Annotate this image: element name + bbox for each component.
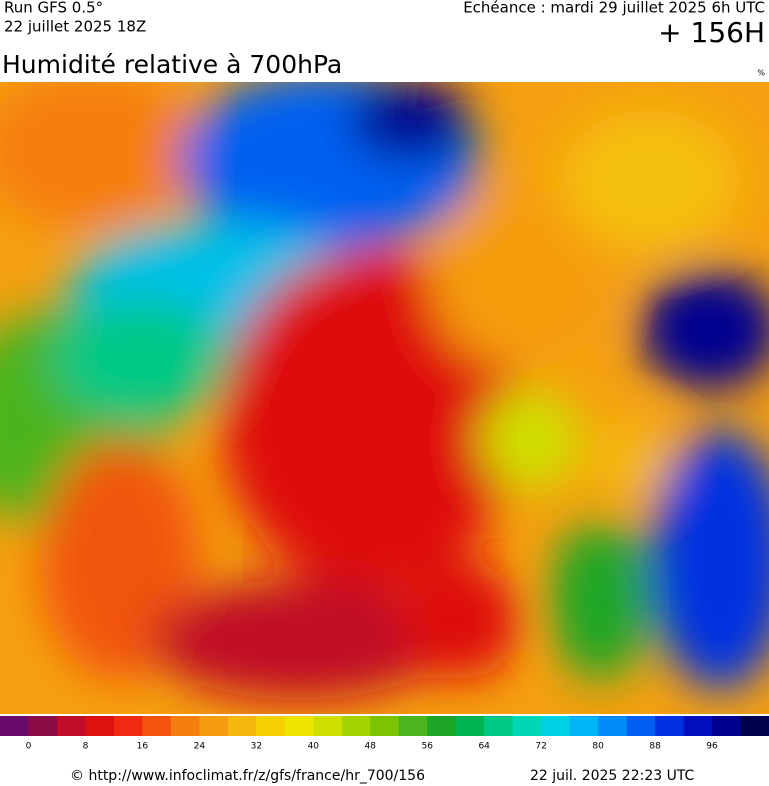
colorbar-label: 56 bbox=[421, 742, 433, 752]
colorbar-swatch bbox=[28, 716, 58, 736]
colorbar-swatch bbox=[455, 716, 485, 736]
colorbar-label: 8 bbox=[83, 742, 89, 752]
colorbar-swatch bbox=[56, 716, 86, 736]
colorbar-label: 80 bbox=[592, 742, 604, 752]
colorbar-label: 40 bbox=[308, 742, 320, 752]
colorbar-swatch bbox=[227, 716, 257, 736]
colorbar-swatch bbox=[626, 716, 656, 736]
colorbar-label: 96 bbox=[706, 742, 718, 752]
unit-label: % bbox=[757, 69, 765, 78]
colorbar-label: 64 bbox=[478, 742, 490, 752]
colorbar-swatch bbox=[569, 716, 599, 736]
colorbar-swatch bbox=[170, 716, 200, 736]
colorbar: 0 8 16 24 32 40 48 56 64 72 80 88 96 bbox=[0, 716, 769, 752]
colorbar-label: 32 bbox=[251, 742, 262, 752]
map bbox=[0, 82, 769, 714]
colorbar-swatch bbox=[341, 716, 371, 736]
colorbar-swatch bbox=[512, 716, 542, 736]
colorbar-swatch bbox=[598, 716, 628, 736]
map-title: Humidité relative à 700hPa bbox=[2, 50, 342, 79]
colorbar-swatch bbox=[683, 716, 713, 736]
forecast-time: Echéance : mardi 29 juillet 2025 6h UTC bbox=[463, 0, 765, 17]
lead-time: + 156H bbox=[658, 16, 765, 49]
colorbar-swatch bbox=[484, 716, 514, 736]
colorbar-swatch bbox=[655, 716, 685, 736]
colorbar-label: 48 bbox=[365, 742, 377, 752]
run-date: 22 juillet 2025 18Z bbox=[4, 18, 146, 36]
colorbar-swatch bbox=[256, 716, 286, 736]
colorbar-swatch bbox=[541, 716, 571, 736]
source-url: © http://www.infoclimat.fr/z/gfs/france/… bbox=[70, 768, 425, 784]
colorbar-swatch bbox=[398, 716, 428, 736]
colorbar-label: 72 bbox=[535, 742, 546, 752]
colorbar-swatch bbox=[142, 716, 172, 736]
colorbar-swatch bbox=[0, 716, 29, 736]
colorbar-label: 0 bbox=[26, 742, 32, 752]
colorbar-swatch bbox=[740, 716, 769, 736]
run-label: Run GFS 0.5° bbox=[4, 0, 103, 17]
colorbar-swatch bbox=[712, 716, 742, 736]
colorbar-swatch bbox=[427, 716, 457, 736]
colorbar-label: 24 bbox=[194, 742, 206, 752]
colorbar-swatch bbox=[313, 716, 343, 736]
generated-time: 22 juil. 2025 22:23 UTC bbox=[530, 768, 695, 784]
colorbar-swatch bbox=[370, 716, 400, 736]
colorbar-swatch bbox=[199, 716, 229, 736]
colorbar-swatch bbox=[113, 716, 143, 736]
colorbar-swatch bbox=[284, 716, 314, 736]
colorbar-label: 88 bbox=[649, 742, 661, 752]
colorbar-label: 16 bbox=[137, 742, 149, 752]
colorbar-swatch bbox=[85, 716, 115, 736]
